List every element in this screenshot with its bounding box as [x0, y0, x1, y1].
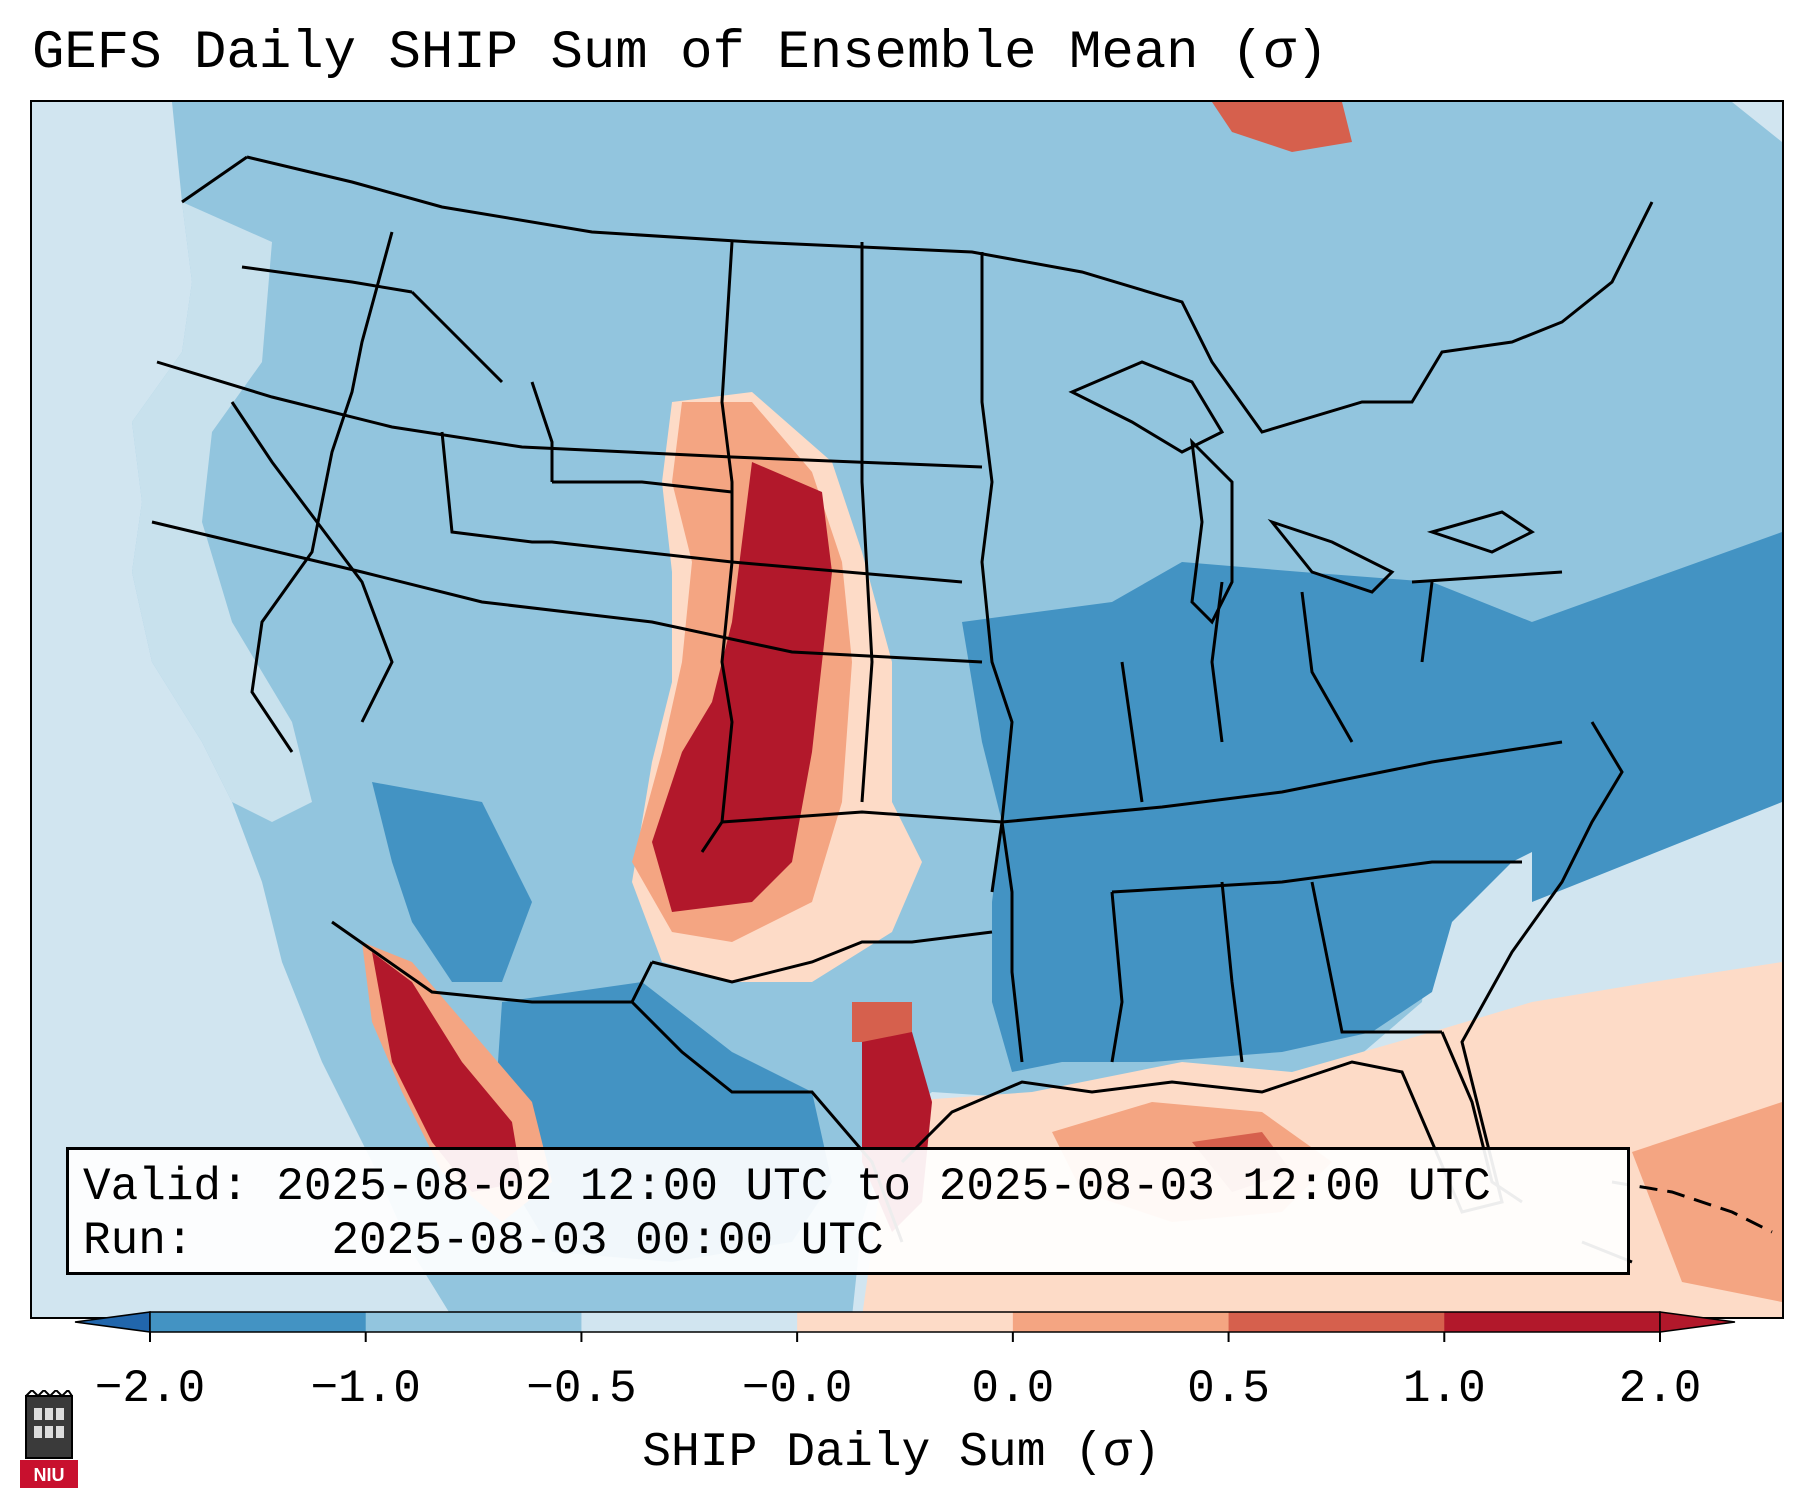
plains-plume-strong	[652, 462, 832, 912]
colorbar-segment	[581, 1312, 798, 1332]
colorbar-tick-label: −0.0	[741, 1363, 853, 1415]
colorbar-tick-label: −2.0	[94, 1363, 206, 1415]
university-logo: NIU	[20, 1390, 78, 1488]
run-value: 2025-08-03 00:00 UTC	[331, 1215, 884, 1267]
valid-row: Valid: 2025-08-02 12:00 UTC to 2025-08-0…	[83, 1160, 1613, 1214]
colorbar-segment	[365, 1312, 582, 1332]
colorbar-over-arrow	[1659, 1311, 1736, 1333]
canada-anomaly	[1212, 102, 1352, 152]
colorbar-segment	[1012, 1312, 1230, 1332]
map-title: GEFS Daily SHIP Sum of Ensemble Mean (σ)	[32, 23, 1329, 84]
colorbar-under-arrow	[74, 1311, 151, 1333]
run-row: Run: 2025-08-03 00:00 UTC	[83, 1214, 1613, 1268]
valid-label: Valid:	[83, 1161, 249, 1213]
colorbar-segment	[150, 1312, 367, 1332]
colorbar-tick-label: 0.5	[1187, 1363, 1270, 1415]
map-svg	[32, 102, 1782, 1317]
info-box: Valid: 2025-08-02 12:00 UTC to 2025-08-0…	[66, 1147, 1630, 1275]
run-label: Run:	[83, 1215, 194, 1267]
colorbar-tick-label: −0.5	[526, 1363, 637, 1415]
colorbar-tick-label: 1.0	[1402, 1363, 1486, 1415]
colorbar	[74, 1311, 1736, 1342]
colorbar-segment	[797, 1312, 1014, 1332]
colorbar-ticks	[149, 1332, 1661, 1342]
texas-anomaly	[852, 1002, 912, 1042]
colorbar-segments	[149, 1311, 1661, 1333]
colorbar-label: SHIP Daily Sum (σ)	[642, 1426, 1161, 1480]
west-coast-band	[132, 202, 312, 822]
atlantic-blue	[1532, 532, 1782, 902]
colorbar-tick-label: −1.0	[310, 1363, 421, 1415]
mexico-plume-strong	[372, 952, 522, 1192]
valid-value: 2025-08-02 12:00 UTC to 2025-08-03 12:00…	[276, 1161, 1491, 1213]
logo-text: NIU	[34, 1465, 65, 1485]
colorbar-tick-label: 0.0	[971, 1363, 1055, 1415]
colorbar-tick-label: 2.0	[1618, 1363, 1702, 1415]
logo-banner	[20, 1460, 78, 1488]
southwest-blue	[372, 782, 532, 982]
map-panel	[30, 100, 1784, 1319]
colorbar-segment	[1444, 1312, 1661, 1332]
caribbean-anomaly	[1632, 1102, 1782, 1302]
colorbar-segment	[1228, 1312, 1445, 1332]
